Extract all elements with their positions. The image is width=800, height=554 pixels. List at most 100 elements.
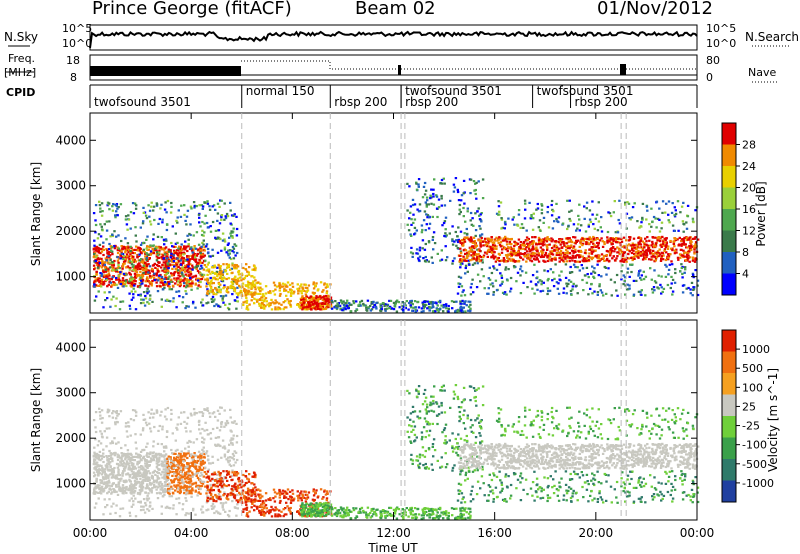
data-cell [566, 252, 570, 255]
data-cell [194, 282, 197, 285]
data-cell [258, 298, 262, 301]
data-cell [605, 292, 608, 295]
data-cell [421, 228, 424, 232]
data-cell [590, 258, 594, 261]
data-cell [469, 300, 472, 303]
data-cell [659, 253, 662, 256]
data-cell [456, 239, 460, 242]
data-cell [581, 255, 584, 258]
data-cell [564, 251, 567, 254]
data-cell [125, 223, 129, 226]
data-cell [444, 245, 447, 248]
data-cell [250, 284, 253, 287]
data-cell [487, 292, 490, 295]
data-cell [245, 293, 248, 297]
data-cell [203, 222, 206, 225]
data-cell [433, 178, 436, 181]
data-cell [344, 302, 347, 305]
data-cell [566, 255, 569, 258]
data-cell [631, 247, 634, 250]
data-cell [185, 266, 188, 269]
data-cell [577, 249, 580, 252]
data-cell [248, 283, 251, 286]
data-cell [352, 300, 355, 303]
data-cell [511, 218, 514, 221]
data-cell [300, 283, 303, 286]
data-cell [145, 263, 148, 266]
data-cell [125, 284, 128, 288]
data-cell [138, 259, 141, 262]
data-cell [501, 248, 504, 251]
data-cell [152, 456, 155, 459]
data-cell [614, 237, 618, 240]
data-cell [502, 257, 506, 260]
data-cell [406, 209, 409, 212]
data-cell [315, 282, 318, 285]
data-cell [168, 282, 171, 285]
data-cell [483, 251, 487, 254]
data-cell [681, 291, 685, 294]
data-cell [384, 308, 387, 311]
data-cell [620, 259, 623, 262]
data-cell [673, 281, 677, 284]
data-cell [696, 279, 700, 282]
data-cell [301, 287, 304, 290]
data-cell [635, 247, 639, 250]
data-cell [128, 478, 131, 481]
data-cell [591, 256, 595, 259]
data-cell [646, 249, 649, 252]
data-cell [228, 302, 231, 306]
data-cell [495, 236, 498, 239]
data-cell [535, 270, 539, 273]
data-cell [555, 281, 559, 284]
data-cell [196, 459, 200, 462]
data-cell [623, 246, 626, 249]
data-cell [114, 216, 117, 219]
data-cell [151, 270, 154, 273]
data-cell [466, 270, 469, 273]
data-cell [671, 249, 674, 252]
data-cell [342, 304, 346, 307]
data-cell [299, 285, 302, 288]
data-cell [551, 238, 554, 241]
data-cell [672, 240, 675, 243]
data-cell [535, 246, 538, 249]
data-cell [217, 236, 220, 239]
data-cell [235, 282, 239, 285]
data-cell [234, 266, 237, 269]
data-cell [660, 286, 663, 289]
data-cell [442, 310, 445, 313]
data-cell [178, 247, 181, 250]
data-cell [99, 282, 103, 285]
data-cell [484, 243, 488, 247]
data-cell [283, 288, 286, 291]
data-cell [132, 255, 135, 258]
data-cell [546, 279, 549, 282]
data-cell [195, 254, 199, 257]
data-cell [650, 244, 653, 247]
data-cell [639, 277, 642, 280]
data-cell [95, 270, 98, 273]
data-cell [176, 254, 180, 257]
data-cell [156, 290, 160, 293]
data-cell [325, 307, 328, 310]
data-cell [628, 284, 631, 287]
data-cell [631, 206, 635, 209]
data-cell [133, 479, 137, 482]
data-cell [152, 264, 155, 267]
data-cell [133, 258, 136, 261]
data-cell [136, 249, 139, 252]
data-cell [93, 461, 96, 464]
data-cell [229, 201, 232, 204]
data-cell [176, 221, 179, 224]
data-cell [100, 257, 103, 260]
data-cell [325, 292, 328, 295]
data-cell [617, 241, 620, 244]
data-cell [550, 199, 554, 203]
data-cell [644, 237, 647, 240]
data-cell [693, 252, 696, 255]
data-cell [620, 270, 623, 273]
data-cell [588, 252, 591, 255]
data-cell [369, 309, 372, 312]
data-cell [321, 307, 325, 311]
